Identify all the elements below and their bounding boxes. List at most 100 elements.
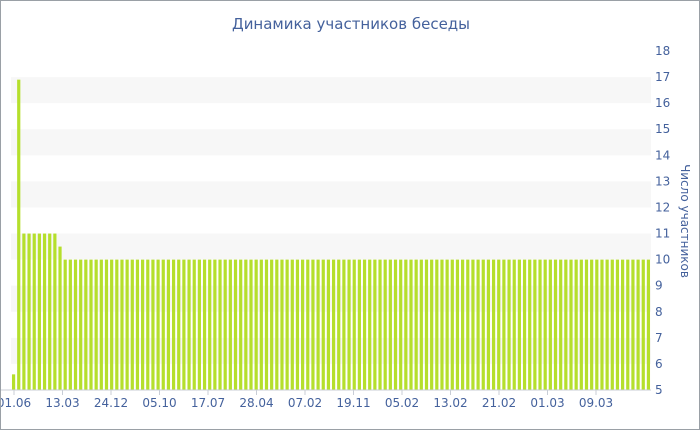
bar [321,259,325,390]
bar [120,259,124,390]
bar [89,259,93,390]
bar [301,259,305,390]
bar [63,259,67,390]
bar [419,259,423,390]
y-axis-label: Число участников [678,164,692,278]
bar [342,259,346,390]
bar [569,259,573,390]
bar [352,259,356,390]
bar [84,259,88,390]
bar [621,259,625,390]
bar [517,259,521,390]
bar [486,259,491,390]
bar [275,259,279,390]
y-tick-label: 14 [655,148,670,162]
bar [455,259,460,390]
bar [326,259,331,390]
bar [502,259,506,390]
bar [99,259,103,390]
x-tick-label: 01.06 [1,396,31,410]
y-tick-label: 17 [655,70,670,84]
grid-band [11,233,651,260]
bar [600,259,604,390]
bar [32,233,36,390]
bar [68,259,72,390]
bar [471,259,475,390]
y-tick-label: 18 [655,44,670,58]
bar [631,259,635,390]
y-tick-label: 12 [655,201,670,215]
bar [579,259,583,390]
y-tick-label: 10 [655,253,670,267]
bar [528,259,532,390]
bar [141,259,145,390]
bar [409,259,413,390]
bar [548,259,552,390]
bar [104,259,109,390]
bar [440,259,444,390]
bar [533,259,537,390]
bar [497,259,501,390]
bar [192,259,196,390]
bar [146,259,150,390]
bar [337,259,341,390]
bar [208,259,212,390]
bar [58,246,62,390]
bar [177,259,181,390]
y-tick-label: 9 [655,279,663,293]
y-tick-label: 15 [655,122,670,136]
bar [280,259,284,390]
bar [564,259,568,390]
bar [135,259,140,390]
bar [182,259,186,390]
bar [388,259,392,390]
bar [362,259,367,390]
bar [373,259,377,390]
bar [626,259,630,390]
x-axis-ticks: 01.06 13.03 24.12 05.10 17.07 28.04 07.02 19.11… [1,390,613,410]
bar [347,259,351,390]
bar [466,259,470,390]
bar [244,259,248,390]
bar [295,259,300,390]
bar [254,259,258,390]
bar [48,233,52,390]
bar [37,233,41,390]
bar [79,259,83,390]
x-tick-label: 01.03 [530,396,564,410]
y-tick-label: 7 [655,331,663,345]
bar [115,259,119,390]
bar [461,259,465,390]
bar [481,259,485,390]
bar-series [11,79,651,391]
y-tick-label: 11 [655,227,670,241]
x-tick-label: 17.07 [191,396,225,410]
x-tick-label: 07.02 [288,396,322,410]
x-tick-label: 19.11 [336,396,370,410]
bar [306,259,310,390]
bar [414,259,418,390]
bar [73,259,78,390]
bar [491,259,496,390]
bar [641,259,645,390]
bar [264,259,269,390]
x-tick-label: 05.10 [142,396,176,410]
bar [290,259,294,390]
bar [399,259,403,390]
bar [42,233,47,390]
x-tick-label: 13.02 [433,396,467,410]
bar [584,259,589,390]
y-tick-label: 16 [655,96,670,110]
y-tick-label: 6 [655,357,663,371]
bar [197,259,201,390]
bar [507,259,511,390]
bar [27,233,31,390]
bar [543,259,547,390]
x-tick-label: 05.02 [385,396,419,410]
bar [17,79,21,391]
bar [53,233,57,390]
bar [161,259,165,390]
bar [512,259,516,390]
y-tick-label: 8 [655,305,663,319]
